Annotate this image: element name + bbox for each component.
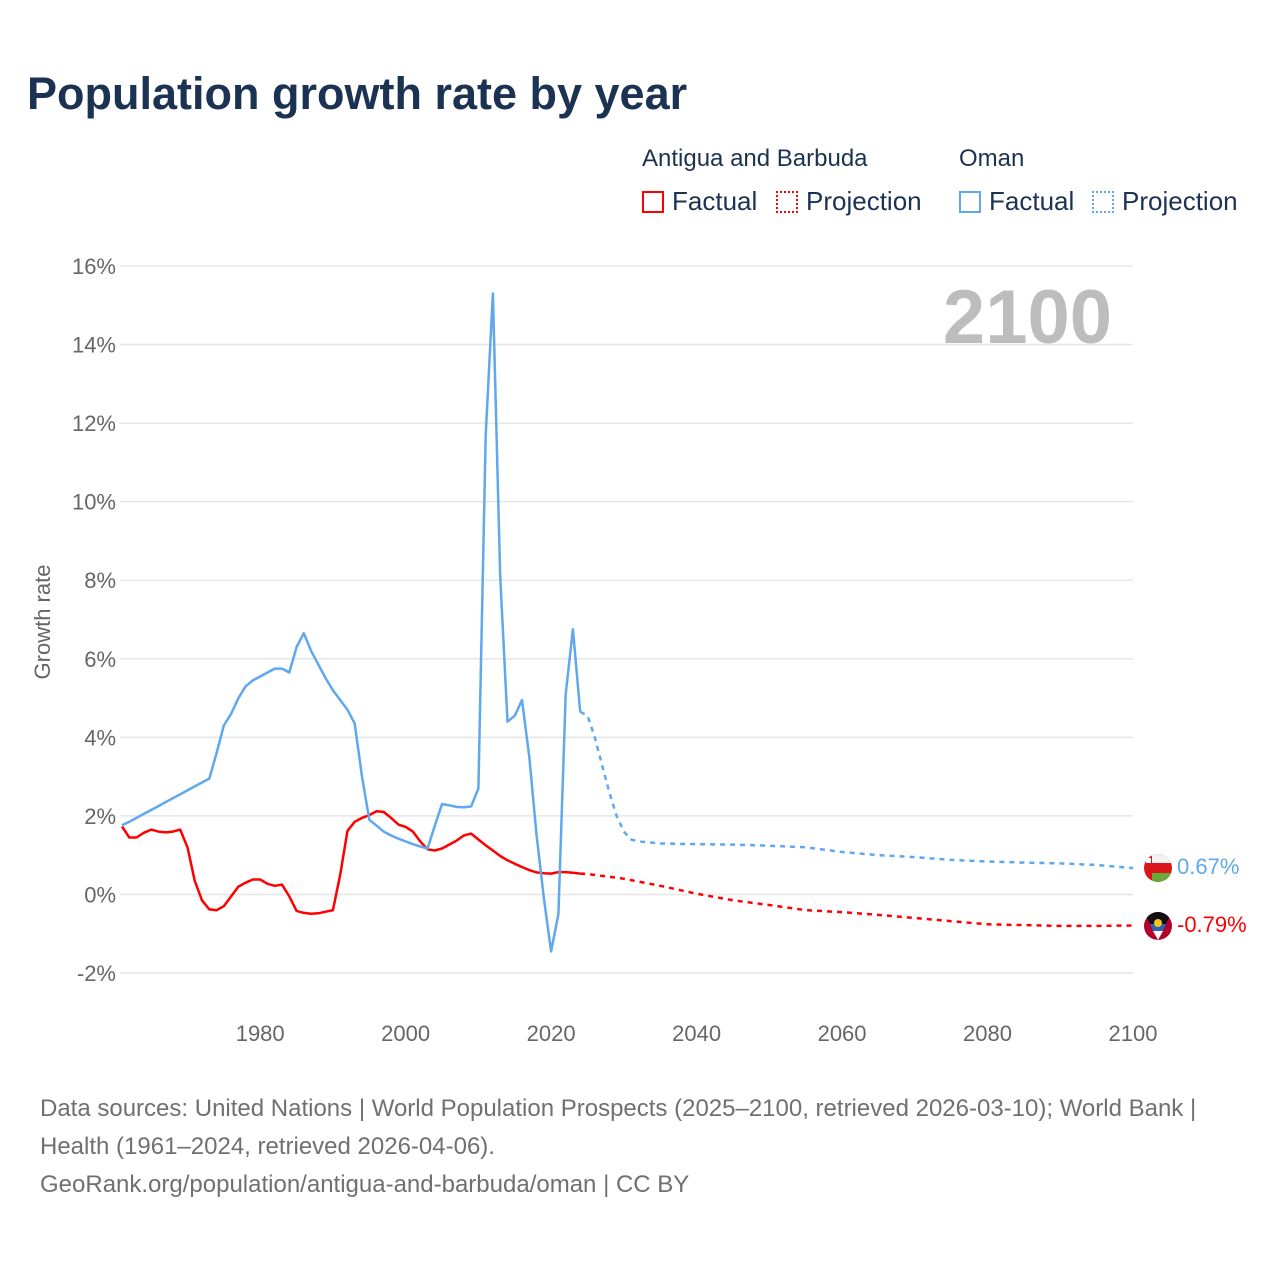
y-tick-label: 16%: [72, 254, 116, 279]
legend-label: Projection: [806, 186, 922, 216]
projection-line-antigua-and-barbuda: [580, 872, 1134, 928]
y-tick-label: 0%: [84, 882, 116, 907]
legend-label: Factual: [672, 186, 758, 216]
data-sources: Data sources: United Nations | World Pop…: [40, 1095, 1197, 1160]
legend-group-oman: Oman: [959, 145, 1025, 172]
x-tick-label: 2040: [672, 1021, 721, 1046]
current-year-label: 2100: [943, 275, 1112, 360]
y-tick-label: 12%: [72, 411, 116, 436]
x-tick-label: 2000: [381, 1021, 430, 1046]
flag-oman-icon: [1144, 854, 1172, 882]
end-label-oman: 0.67%: [1177, 854, 1239, 879]
y-tick-label: 10%: [72, 490, 116, 515]
legend-swatch-solid: [642, 190, 664, 213]
legend-group-antigua: Antigua and Barbuda: [642, 145, 868, 172]
legend-swatch-dotted: [1092, 190, 1114, 213]
x-tick-label: 2020: [527, 1021, 576, 1046]
legend-antigua-projection[interactable]: Projection: [776, 186, 922, 217]
x-tick-label: 2060: [818, 1021, 867, 1046]
flag-antigua-icon: [1144, 912, 1172, 940]
x-tick-label: 2100: [1109, 1021, 1158, 1046]
y-axis-label: Growth rate: [30, 565, 55, 680]
gridlines: [120, 265, 1133, 974]
legend-label: Projection: [1122, 186, 1238, 216]
factual-line-oman: [121, 292, 582, 953]
x-axis-ticks: 1980 2000 2020 2040 2060 2080 2100: [236, 1021, 1158, 1046]
y-tick-label: 8%: [84, 568, 116, 593]
legend-oman-projection[interactable]: Projection: [1092, 186, 1238, 217]
y-tick-label: -2%: [77, 961, 116, 986]
y-tick-label: 14%: [72, 333, 116, 358]
credit-link[interactable]: GeoRank.org/population/antigua-and-barbu…: [40, 1171, 690, 1198]
y-tick-label: 4%: [84, 725, 116, 750]
projection-line-oman: [579, 710, 1134, 870]
end-label-antigua: -0.79%: [1177, 912, 1247, 937]
legend-swatch-dotted: [776, 190, 798, 213]
y-tick-label: 2%: [84, 804, 116, 829]
y-tick-label: 6%: [84, 647, 116, 672]
legend-swatch-solid: [959, 190, 981, 213]
y-axis-ticks: -2% 0% 2% 4% 6% 8% 10% 12% 14% 16%: [72, 254, 116, 986]
x-tick-label: 2080: [963, 1021, 1012, 1046]
chart-title: Population growth rate by year: [27, 68, 688, 119]
series-lines: [120, 292, 1134, 953]
chart-footer: Data sources: United Nations | World Pop…: [40, 1090, 1240, 1204]
legend-oman-factual[interactable]: Factual: [959, 186, 1074, 217]
legend-label: Factual: [989, 186, 1075, 216]
factual-line-antigua-and-barbuda: [120, 809, 581, 915]
legend-antigua-factual[interactable]: Factual: [642, 186, 757, 217]
x-tick-label: 1980: [236, 1021, 285, 1046]
